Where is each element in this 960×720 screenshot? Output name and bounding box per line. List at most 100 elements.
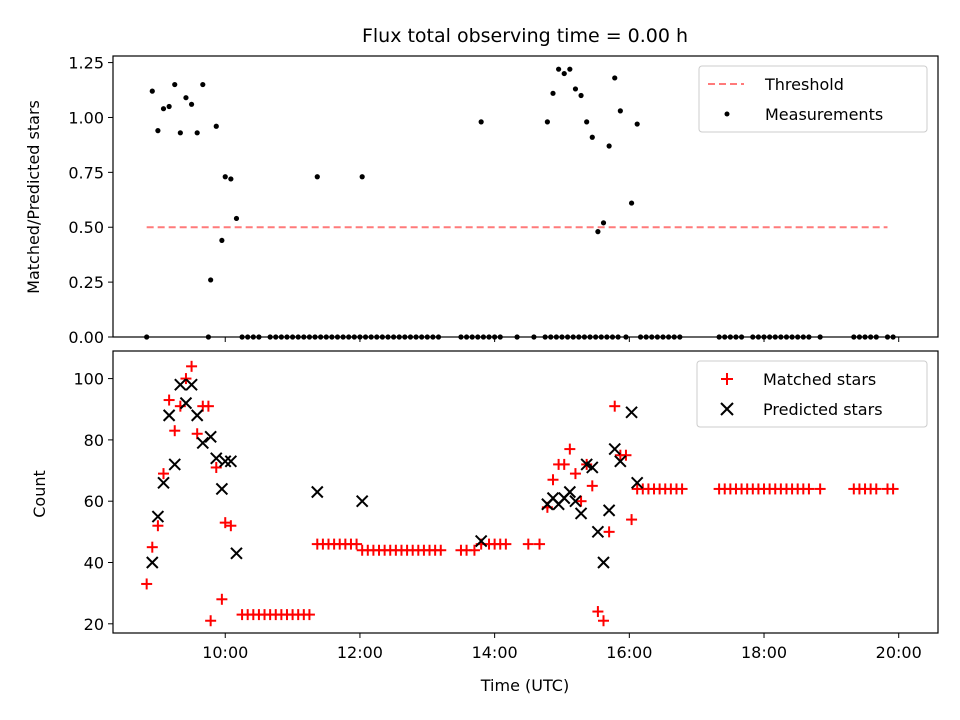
measurement-point bbox=[600, 220, 607, 226]
measurement-point bbox=[233, 215, 240, 222]
matched-star-point bbox=[225, 520, 237, 532]
x-tick-label: 12:00 bbox=[337, 643, 383, 662]
top-x-ticks bbox=[224, 337, 900, 342]
predicted-star-point bbox=[630, 476, 644, 490]
matched-star-point bbox=[435, 544, 447, 556]
matched-star-point bbox=[202, 400, 214, 412]
bottom-x-ticks: 10:00 12:00 14:00 16:00 18:00 20:00 bbox=[202, 633, 922, 662]
measurement-point bbox=[550, 90, 556, 96]
x-tick-label: 14:00 bbox=[472, 643, 518, 662]
matched-star-point bbox=[586, 480, 598, 492]
measurement-point bbox=[617, 108, 623, 114]
measurement-point bbox=[606, 143, 612, 149]
top-y-tick-label: 1.00 bbox=[68, 108, 104, 127]
matched-star-point bbox=[592, 606, 604, 618]
bottom-legend-box bbox=[696, 360, 928, 428]
measurement-point bbox=[628, 200, 635, 206]
top-y-ticks: 0.00 0.25 0.50 0.75 1.00 1.25 bbox=[68, 54, 113, 347]
measurement-point bbox=[222, 174, 228, 180]
measurement-point bbox=[634, 121, 640, 127]
measurement-point bbox=[149, 88, 155, 94]
x-tick-label: 10:00 bbox=[202, 643, 248, 662]
top-y-tick-label: 0.75 bbox=[68, 163, 104, 182]
measurement-point bbox=[567, 66, 573, 72]
x-tick-label: 18:00 bbox=[741, 643, 787, 662]
predicted-star-point bbox=[230, 547, 243, 560]
x-tick-label: 16:00 bbox=[606, 643, 652, 662]
matched-star-point bbox=[500, 538, 512, 550]
measurement-point bbox=[160, 106, 167, 112]
top-y-tick-label: 0.25 bbox=[68, 273, 104, 292]
matched-star-point bbox=[547, 474, 559, 486]
x-axis-label: Time (UTC) bbox=[480, 676, 569, 695]
matched-star-point bbox=[169, 425, 181, 437]
predicted-star-point bbox=[602, 504, 616, 517]
measurement-point bbox=[213, 123, 219, 129]
bottom-plot-marks bbox=[141, 360, 899, 627]
predicted-star-point bbox=[168, 458, 181, 471]
measurement-point bbox=[200, 81, 206, 88]
threshold-legend-label: Threshold bbox=[764, 75, 844, 94]
measurement-point bbox=[194, 130, 200, 136]
measurement-point bbox=[578, 92, 584, 99]
matched-star-point bbox=[180, 373, 192, 385]
predicted-star-point bbox=[474, 534, 488, 548]
measurement-point bbox=[208, 277, 214, 283]
matched-star-point bbox=[569, 468, 581, 480]
matched-star-point bbox=[609, 400, 621, 412]
predicted-star-point bbox=[614, 455, 627, 468]
bottom-y-axis-label: Count bbox=[30, 470, 49, 518]
predicted-star-point bbox=[224, 455, 238, 468]
matched-star-point bbox=[534, 538, 546, 550]
measurement-point bbox=[314, 174, 320, 180]
bottom-y-ticks: 20 40 60 80 100 bbox=[73, 370, 113, 634]
matched-star-point bbox=[603, 526, 615, 538]
predicted-star-point bbox=[311, 485, 324, 499]
measurement-point bbox=[172, 81, 178, 88]
matched-star-point bbox=[676, 483, 688, 495]
matched-star-point bbox=[598, 615, 610, 627]
matched-star-point bbox=[814, 483, 826, 495]
matched-star-point bbox=[186, 360, 198, 372]
predicted-star-point bbox=[569, 494, 582, 508]
matched-star-point bbox=[887, 483, 899, 495]
predicted-star-point bbox=[179, 396, 193, 410]
matched-star-point bbox=[303, 609, 315, 621]
measurement-point bbox=[155, 128, 161, 134]
bottom-y-tick-label: 60 bbox=[84, 492, 104, 511]
matched-star-point bbox=[620, 449, 632, 461]
bottom-panel: 20 40 60 80 100 10:00 12:00 14:00 16:00 18:00 20:… bbox=[30, 350, 939, 695]
x-tick-label: 20:00 bbox=[876, 643, 922, 662]
measurement-point bbox=[478, 119, 484, 125]
predicted-star-point bbox=[204, 430, 217, 444]
top-legend-box bbox=[698, 65, 928, 133]
bottom-legend: Matched stars Predicted stars bbox=[696, 360, 928, 428]
matched-star-point bbox=[205, 615, 217, 627]
matched-star-point bbox=[803, 483, 815, 495]
predicted-star-point bbox=[210, 452, 223, 465]
top-axes-frame bbox=[112, 55, 939, 338]
matched-star-point bbox=[468, 544, 480, 556]
measurements-legend-label: Measurements bbox=[765, 105, 883, 124]
matched-stars-legend-marker bbox=[721, 373, 733, 385]
measurement-point bbox=[544, 119, 550, 125]
predicted-star-point bbox=[174, 378, 187, 391]
measurement-point bbox=[166, 103, 172, 110]
bottom-y-tick-label: 40 bbox=[84, 554, 104, 573]
predicted-star-point bbox=[608, 442, 621, 456]
bottom-axes-frame bbox=[112, 350, 939, 634]
matched-star-point bbox=[870, 483, 882, 495]
matched-star-point bbox=[522, 538, 534, 550]
measurement-point bbox=[228, 176, 234, 182]
predicted-star-point bbox=[625, 406, 638, 419]
matched-star-point bbox=[564, 443, 576, 455]
predicted-star-point bbox=[563, 485, 577, 499]
top-y-axis-label: Matched/Predicted stars bbox=[24, 100, 43, 294]
measurement-point bbox=[612, 75, 618, 81]
measurement-point bbox=[219, 237, 225, 244]
bottom-y-tick-label: 20 bbox=[84, 615, 104, 634]
predicted-star-point bbox=[215, 482, 229, 496]
top-panel: 0.00 0.25 0.50 0.75 1.00 1.25 Matched/Predict… bbox=[24, 54, 939, 347]
predicted-stars-legend-label: Predicted stars bbox=[763, 400, 883, 419]
